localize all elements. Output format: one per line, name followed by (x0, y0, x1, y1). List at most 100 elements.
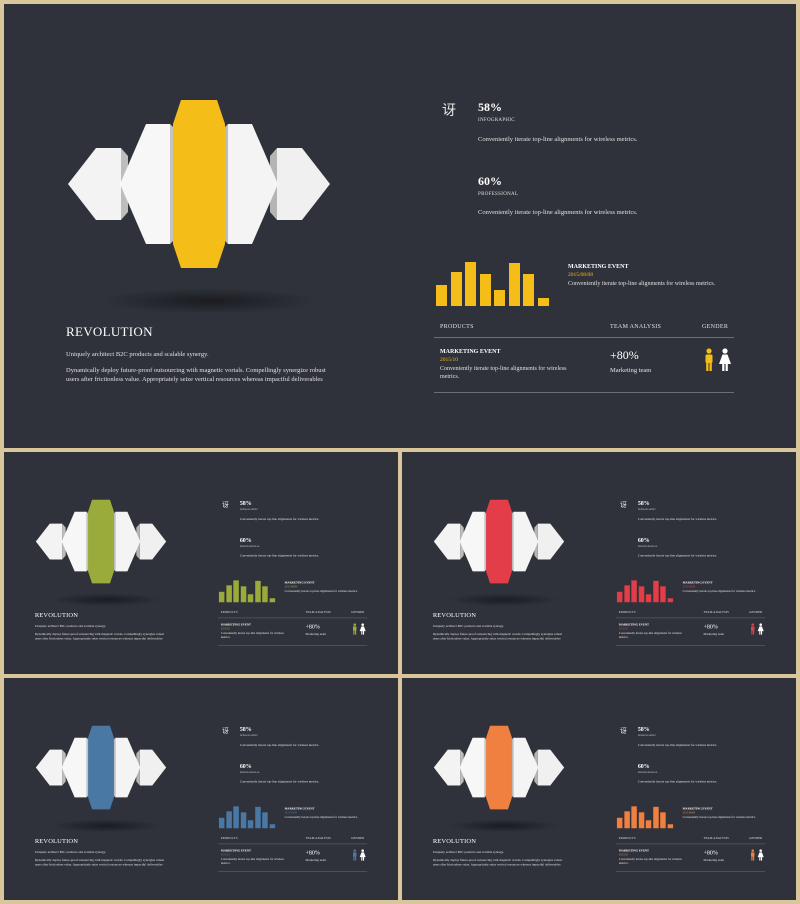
stat-2-label: PROFESSIONAL (239, 545, 260, 549)
bar (479, 273, 491, 306)
bar (667, 824, 673, 829)
slide-content: REVOLUTION Uniquely architect B2C produc… (402, 452, 796, 673)
male-icon (750, 623, 755, 635)
bar (247, 594, 254, 603)
male-icon (705, 348, 713, 371)
bar (523, 273, 534, 306)
slide-title: REVOLUTION (34, 611, 79, 619)
gender-icon (750, 849, 764, 861)
table-row-date: 2015/10 (618, 627, 628, 631)
paragraph-line-1: Dynamically deploy future-proof outsourc… (432, 858, 563, 863)
event-text: Conveniently iterate top-line alignments… (682, 815, 756, 819)
bar (537, 298, 549, 306)
slide-main: REVOLUTION Uniquely architect B2C produc… (4, 4, 796, 448)
bar (660, 812, 666, 829)
hexagon-prism-graphic (68, 100, 330, 268)
table-row-date: 2015/10 (440, 357, 459, 363)
bar (218, 817, 225, 829)
intro-text: Uniquely architect B2C products and scal… (34, 624, 106, 629)
slide-title: REVOLUTION (432, 611, 477, 619)
table-header-products: PRODUCTS (618, 837, 636, 841)
team-name: Marketing team (305, 632, 327, 637)
bar (645, 820, 652, 829)
event-title: MARKETING EVENT (284, 581, 315, 585)
graphic-shadow (51, 593, 161, 607)
stat-1-text: Conveniently iterate top-line alignments… (478, 136, 638, 143)
accent-prism (486, 499, 512, 584)
stat-2-text: Conveniently iterate top-line alignments… (239, 779, 320, 784)
bar (218, 591, 225, 603)
slide-red: REVOLUTION Uniquely architect B2C produc… (402, 452, 796, 674)
stat-2-label: PROFESSIONAL (239, 771, 260, 775)
table-row-text: Conveniently iterate top-line alignments… (440, 366, 567, 380)
graphic-shadow (449, 593, 559, 607)
slide-content: REVOLUTION Uniquely architect B2C produc… (402, 678, 796, 899)
slide-orange: REVOLUTION Uniquely architect B2C produc… (402, 678, 796, 900)
male-icon (750, 849, 755, 861)
slide-green: REVOLUTION Uniquely architect B2C produc… (4, 452, 398, 674)
paragraph-line-2: users after frictionless value. Appropri… (34, 637, 163, 641)
bar (652, 581, 659, 603)
intro-text: Uniquely architect B2C products and scal… (66, 351, 209, 358)
table-header-products: PRODUCTS (618, 611, 636, 615)
stat-1-text: Conveniently iterate top-line alignments… (637, 743, 718, 748)
slide-blue: REVOLUTION Uniquely architect B2C produc… (4, 678, 398, 900)
hexagon-prism-graphic (35, 725, 167, 810)
stat-1-label: INFOGRAPHIC (239, 508, 259, 512)
gender-icon (352, 849, 366, 861)
paragraph-line-1: Dynamically deploy future-proof outsourc… (432, 632, 563, 637)
table-header-gender: GENDER (749, 611, 763, 615)
stat-2-text: Conveniently iterate top-line alignments… (239, 553, 320, 558)
paragraph-line-2: users after frictionless value. Appropri… (432, 863, 561, 867)
hexagon-prism-graphic (433, 725, 565, 810)
paragraph-line-2: users after frictionless value. Appropri… (432, 637, 561, 641)
table-header-team-analysis: TEAM ANALYSIS (703, 837, 729, 841)
stat-1-label: INFOGRAPHIC (239, 734, 259, 738)
table-divider-bottom (434, 392, 734, 393)
paragraph-line-1: Dynamically deploy future-proof outsourc… (34, 632, 165, 637)
stat-1-value: 58% (239, 725, 252, 733)
event-title: MARKETING EVENT (568, 264, 629, 270)
table-header-gender: GENDER (749, 837, 763, 841)
bar (240, 586, 247, 603)
bar (247, 820, 254, 829)
table-header-gender: GENDER (702, 324, 729, 330)
bar (616, 817, 623, 829)
bar (226, 585, 232, 603)
event-date: 2015/08/08 (284, 811, 298, 815)
table-header-team-analysis: TEAM ANALYSIS (305, 611, 331, 615)
event-title: MARKETING EVENT (682, 807, 713, 811)
team-growth-value: +80% (610, 348, 639, 362)
accent-prism (486, 725, 512, 810)
table-header-team-analysis: TEAM ANALYSIS (610, 324, 662, 330)
accent-prism (88, 499, 114, 584)
table-header-gender: GENDER (351, 837, 365, 841)
bar (226, 811, 232, 829)
slide-content: REVOLUTION Uniquely architect B2C produc… (4, 4, 796, 448)
stat-1-value: 58% (239, 499, 252, 507)
slide-title: REVOLUTION (34, 837, 79, 845)
bar (262, 586, 268, 603)
bar-graphic (616, 802, 676, 829)
table-row-text: Conveniently iterate top-line alignments… (220, 632, 284, 640)
bar (645, 594, 652, 603)
stat-1-label: INFOGRAPHIC (478, 118, 515, 123)
gender-icon (705, 348, 731, 371)
female-icon (359, 849, 366, 861)
table-header-team-analysis: TEAM ANALYSIS (305, 837, 331, 841)
bar (436, 285, 447, 306)
bar (450, 272, 462, 306)
paragraph-line-1: Dynamically deploy future-proof outsourc… (66, 367, 326, 374)
decorative-glyph-icon: 讶 (619, 501, 627, 510)
bar (631, 806, 637, 829)
stat-2-value: 60% (239, 536, 252, 544)
decorative-glyph-icon: 讶 (619, 727, 627, 736)
slide-content: REVOLUTION Uniquely architect B2C produc… (4, 678, 398, 899)
accent-prism (88, 725, 114, 810)
table-row-date: 2015/10 (220, 853, 230, 857)
intro-text: Uniquely architect B2C products and scal… (432, 624, 504, 629)
table-divider-top (434, 337, 734, 338)
female-icon (359, 623, 366, 635)
stat-1-label: INFOGRAPHIC (637, 508, 657, 512)
table-header-products: PRODUCTS (220, 837, 238, 841)
